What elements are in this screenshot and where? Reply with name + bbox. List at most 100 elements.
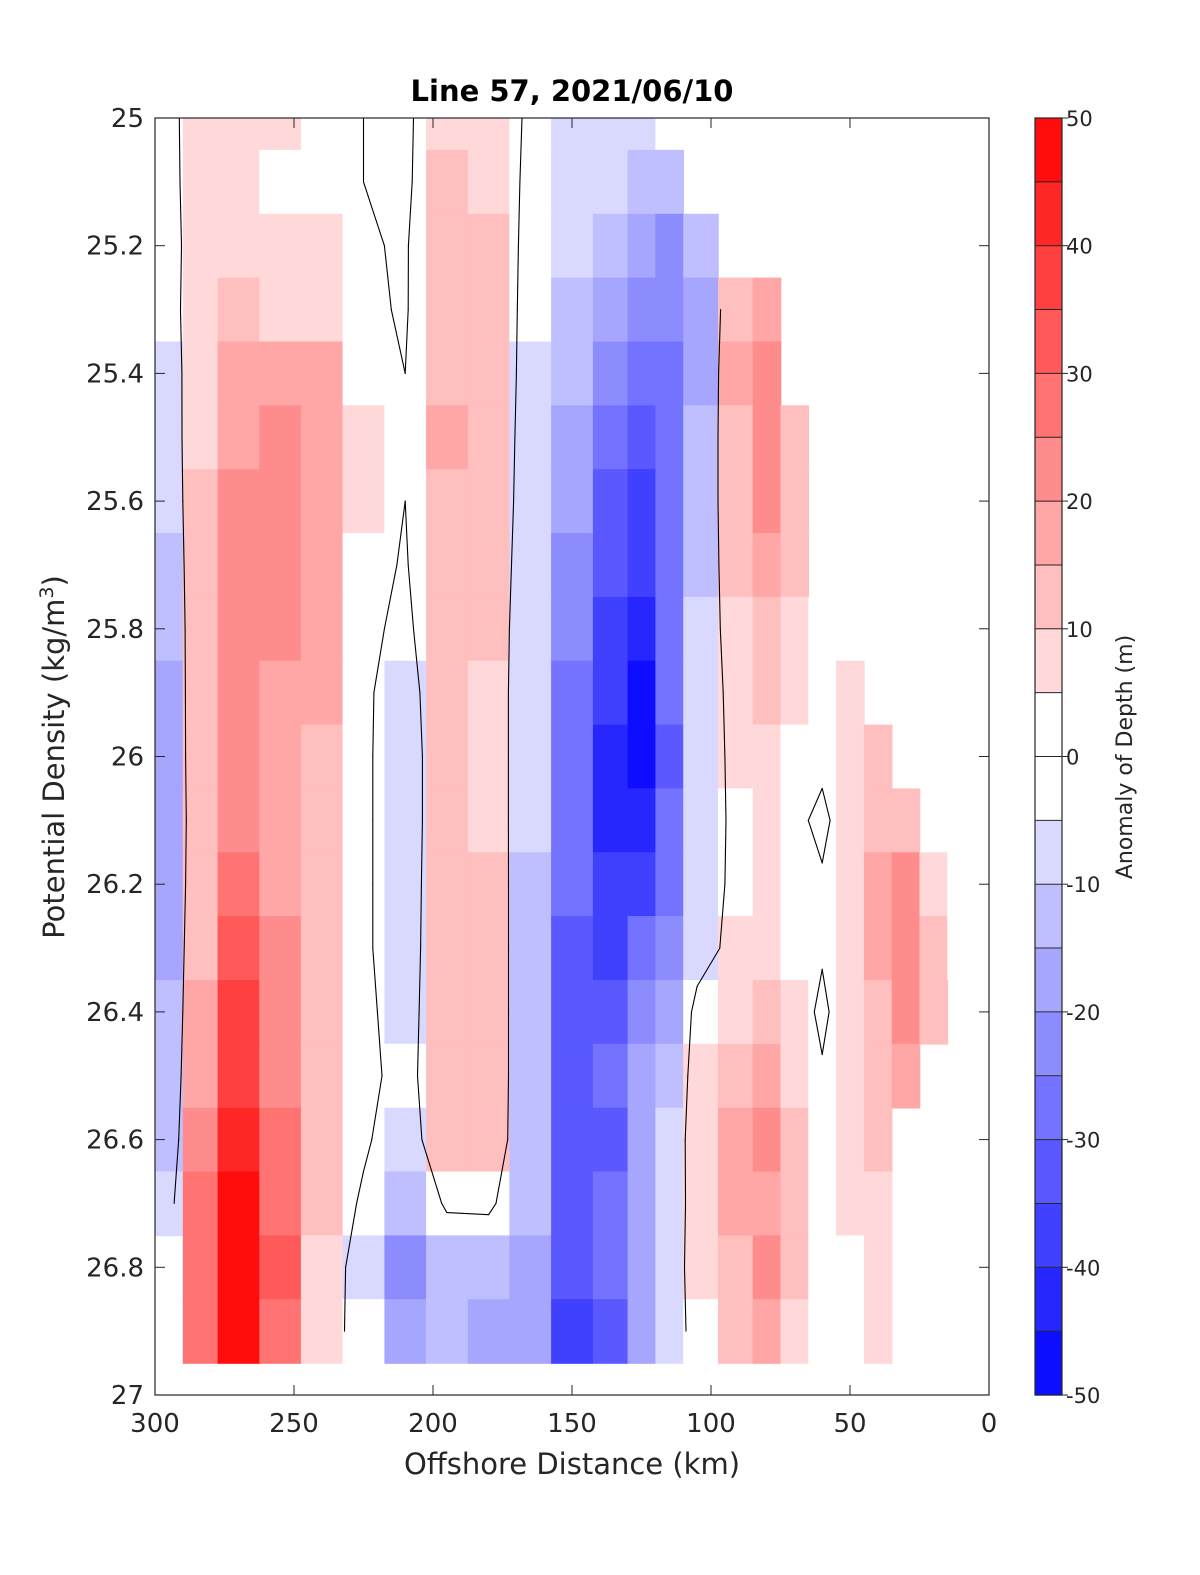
heatmap-cell xyxy=(342,277,386,343)
zero-contour-segment xyxy=(821,1011,830,1056)
heatmap-cell xyxy=(182,341,219,407)
heatmap-cell xyxy=(683,1171,719,1237)
heatmap-cell xyxy=(300,980,344,1045)
zero-contour-segment xyxy=(421,1139,443,1204)
heatmap-cell xyxy=(592,1299,629,1364)
heatmap-cell xyxy=(592,405,629,470)
heatmap-cell xyxy=(467,852,511,917)
colorbar-step xyxy=(1035,245,1062,311)
zero-contour-segment xyxy=(807,819,823,864)
zero-contour-segment xyxy=(182,500,185,566)
heatmap-cell xyxy=(752,469,782,534)
heatmap-cell xyxy=(655,724,684,790)
heatmap-cell xyxy=(342,596,386,662)
heatmap-cell xyxy=(300,469,344,534)
heatmap-cell xyxy=(384,118,427,151)
zero-contour-segment xyxy=(185,819,187,885)
colorbar-step xyxy=(1035,309,1062,374)
colorbar-step xyxy=(1035,437,1062,502)
heatmap-cell xyxy=(551,1235,594,1301)
heatmap-cell xyxy=(300,916,344,981)
heatmap-cell xyxy=(863,1235,893,1301)
heatmap-cell xyxy=(718,469,754,534)
x-tick-label: 200 xyxy=(408,1409,458,1439)
heatmap-cell xyxy=(752,852,782,917)
colorbar-steps xyxy=(1035,118,1062,1396)
zero-contour-segment xyxy=(373,628,385,694)
heatmap-cell xyxy=(551,469,594,534)
heatmap-cell xyxy=(655,980,684,1045)
heatmap-cell xyxy=(592,118,629,151)
heatmap-cell xyxy=(155,277,184,343)
heatmap-cell xyxy=(551,980,594,1045)
colorbar-step xyxy=(1035,118,1062,183)
zero-contour-segment xyxy=(419,692,423,758)
heatmap-cell xyxy=(836,724,865,790)
heatmap-cell xyxy=(467,980,511,1045)
zero-contour-segment xyxy=(407,564,415,630)
heatmap-cell xyxy=(836,660,865,726)
heatmap-cell xyxy=(342,852,386,917)
heatmap-cell xyxy=(627,469,657,534)
zero-contour-segment xyxy=(719,883,726,949)
heatmap-cell xyxy=(592,533,629,598)
heatmap-cell xyxy=(780,1299,810,1364)
heatmap-cell xyxy=(342,980,386,1045)
heatmap-cell xyxy=(836,1235,865,1301)
heatmap-cell xyxy=(426,149,469,215)
heatmap-cell xyxy=(384,852,427,917)
heatmap-cell xyxy=(342,660,386,726)
heatmap-cell xyxy=(752,596,782,662)
x-tick-label: 0 xyxy=(981,1409,998,1439)
heatmap-cell xyxy=(509,1171,552,1237)
colorbar-step xyxy=(1035,692,1062,758)
heatmap-cell xyxy=(217,852,261,917)
zero-contour-segment xyxy=(821,968,830,1013)
heatmap-cell xyxy=(627,980,657,1045)
heatmap-cell xyxy=(217,341,261,407)
heatmap-cell xyxy=(509,277,552,343)
heatmap-cell xyxy=(467,596,511,662)
heatmap-cell xyxy=(426,660,469,726)
heatmap-cell xyxy=(592,788,629,853)
heatmap-cell xyxy=(300,1235,344,1301)
heatmap-cell xyxy=(182,1171,219,1237)
heatmap-cell xyxy=(752,277,782,343)
zero-contour-segment xyxy=(416,1011,420,1077)
heatmap-cell xyxy=(780,1107,810,1173)
heatmap-cell xyxy=(655,1107,684,1173)
heatmap-cell xyxy=(655,1043,684,1109)
heatmap-cell xyxy=(182,533,219,598)
heatmap-cell xyxy=(259,213,302,279)
zero-contour-segment xyxy=(383,245,392,311)
heatmap-cell xyxy=(217,1171,261,1237)
heatmap-cell xyxy=(592,469,629,534)
colorbar-step xyxy=(1035,820,1062,885)
heatmap-cell xyxy=(509,724,552,790)
heatmap-cell xyxy=(217,469,261,534)
heatmap-cell xyxy=(683,469,719,534)
heatmap-cell xyxy=(627,213,657,279)
heatmap-cell xyxy=(780,469,810,534)
zero-contour-segment xyxy=(390,309,406,374)
heatmap-cell xyxy=(808,1107,837,1173)
heatmap-cell xyxy=(426,118,469,151)
heatmap-cell xyxy=(655,277,684,343)
heatmap-cell xyxy=(808,724,837,790)
colorbar-tick-label: -40 xyxy=(1066,1256,1100,1280)
heatmap-cell xyxy=(752,1235,782,1301)
colorbar-step xyxy=(1035,884,1062,949)
heatmap-cell xyxy=(384,1107,427,1173)
zero-contour-segment xyxy=(488,1202,497,1216)
zero-contour-segment xyxy=(173,1139,180,1204)
heatmap-cell xyxy=(627,533,657,598)
heatmap-cell xyxy=(182,469,219,534)
heatmap-cell xyxy=(780,852,810,917)
heatmap-cell xyxy=(217,916,261,981)
heatmap-cell xyxy=(752,1043,782,1109)
heatmap-cell xyxy=(182,149,219,215)
heatmap-cell xyxy=(718,1171,754,1237)
colorbar-step xyxy=(1035,181,1062,247)
colorbar-tick-label: 10 xyxy=(1066,618,1093,642)
heatmap-cell xyxy=(182,213,219,279)
